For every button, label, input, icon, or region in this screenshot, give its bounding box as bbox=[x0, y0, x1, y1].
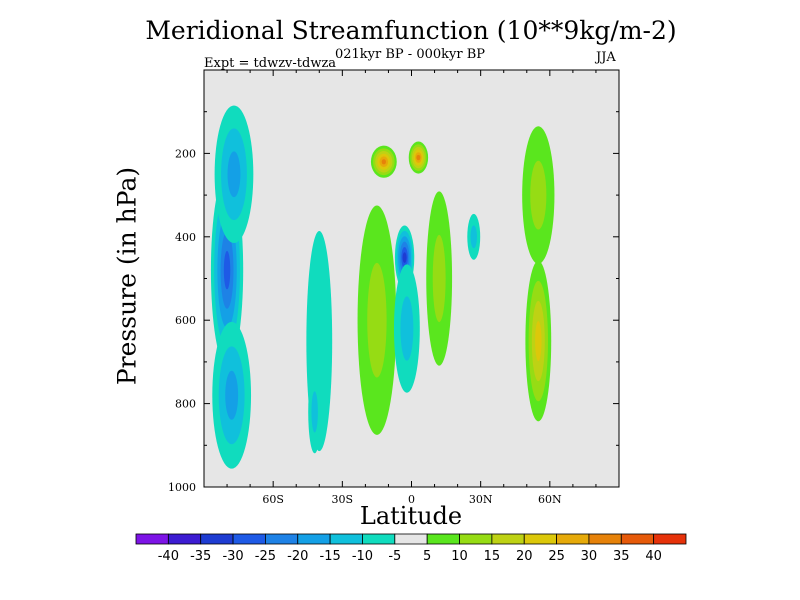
x-axis-label: Latitude bbox=[359, 502, 463, 530]
colorbar-swatch bbox=[265, 533, 299, 545]
colorbar-label: -30 bbox=[222, 549, 243, 564]
y-tick-label: 600 bbox=[175, 314, 196, 327]
colorbar-label: -40 bbox=[158, 549, 179, 564]
contour-feature bbox=[214, 105, 254, 244]
colorbar-label: 10 bbox=[451, 549, 468, 564]
contour-level bbox=[470, 225, 477, 249]
contour-level bbox=[223, 250, 231, 290]
contour-feature bbox=[426, 191, 453, 366]
contour-level bbox=[402, 252, 407, 264]
colorbar-swatch bbox=[556, 533, 590, 545]
colorbar-label: -10 bbox=[352, 549, 373, 564]
colorbar-swatch bbox=[297, 533, 331, 545]
contour-feature bbox=[370, 145, 397, 178]
colorbar-label: -35 bbox=[190, 549, 211, 564]
colorbar-swatch bbox=[329, 533, 363, 545]
colorbar-label: 40 bbox=[645, 549, 662, 564]
contour-level bbox=[367, 262, 387, 378]
colorbar-swatch bbox=[653, 533, 687, 545]
contour-level bbox=[530, 160, 547, 230]
contour-level bbox=[225, 370, 239, 420]
contour-level bbox=[381, 159, 386, 165]
experiment-label: Expt = tdwzv-tdwza bbox=[204, 56, 337, 71]
contour-level bbox=[400, 296, 414, 361]
contour-fields bbox=[210, 105, 555, 469]
contour-level bbox=[416, 154, 421, 161]
contour-feature bbox=[408, 141, 429, 174]
season-label: JJA bbox=[596, 50, 616, 65]
colorbar-swatch bbox=[588, 533, 622, 545]
colorbar-swatch bbox=[362, 533, 396, 545]
colorbar-label: 35 bbox=[613, 549, 630, 564]
colorbar-swatch bbox=[394, 533, 428, 545]
axes-ticks: 60S 30S 0 30N 60N 200 400 600 800 1000 bbox=[168, 70, 619, 506]
chart-title: Meridional Streamfunction (10**9kg/m-2) bbox=[145, 16, 677, 45]
colorbar-swatch bbox=[620, 533, 655, 545]
colorbar-label: 20 bbox=[516, 549, 533, 564]
colorbar-swatch bbox=[459, 533, 493, 545]
colorbar-label: -5 bbox=[388, 549, 401, 564]
x-tick-label: 30N bbox=[469, 493, 493, 506]
colorbar: -40 -35 -30 -25 -20 -15 -10 -5 5 10 15 20 25 30 35 40 bbox=[135, 533, 687, 564]
colorbar-swatch bbox=[491, 533, 525, 545]
colorbar-label: -15 bbox=[320, 549, 341, 564]
colorbar-label: 30 bbox=[581, 549, 598, 564]
colorbar-label: 5 bbox=[423, 549, 431, 564]
colorbar-label: 25 bbox=[548, 549, 565, 564]
colorbar-swatch bbox=[232, 533, 266, 545]
y-tick-label: 1000 bbox=[168, 481, 196, 494]
colorbar-swatch bbox=[523, 533, 557, 545]
colorbar-swatch bbox=[426, 533, 460, 545]
colorbar-swatch bbox=[135, 533, 169, 545]
colorbar-label: -20 bbox=[287, 549, 308, 564]
contour-feature bbox=[308, 370, 322, 454]
contour-feature bbox=[525, 260, 552, 422]
x-tick-label: 0 bbox=[408, 493, 415, 506]
contour-level bbox=[432, 234, 446, 323]
x-tick-label: 60N bbox=[538, 493, 562, 506]
contour-level bbox=[535, 320, 542, 362]
x-tick-label: 60S bbox=[262, 493, 284, 506]
contour-level bbox=[227, 151, 241, 198]
y-tick-label: 400 bbox=[175, 231, 196, 244]
contour-feature bbox=[467, 213, 481, 260]
colorbar-swatch bbox=[167, 533, 202, 545]
contour-feature bbox=[522, 126, 555, 264]
colorbar-label: 15 bbox=[484, 549, 501, 564]
contour-feature bbox=[212, 321, 252, 469]
contour-feature bbox=[357, 205, 397, 435]
colorbar-swatch bbox=[200, 533, 234, 545]
contour-level bbox=[311, 391, 318, 433]
colorbar-label: -25 bbox=[255, 549, 276, 564]
contour-feature bbox=[393, 264, 420, 393]
y-tick-label: 200 bbox=[175, 147, 196, 160]
chart-subtitle: 021kyr BP - 000kyr BP bbox=[334, 47, 486, 62]
y-tick-label: 800 bbox=[175, 398, 196, 411]
x-tick-label: 30S bbox=[332, 493, 354, 506]
